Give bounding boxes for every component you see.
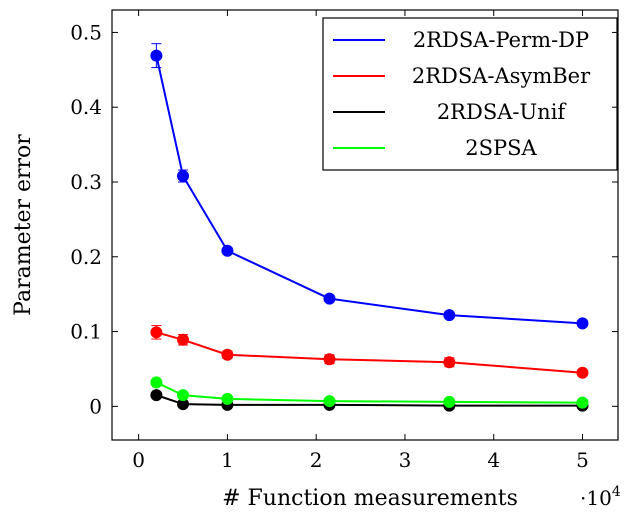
y-tick-label: 0.5	[70, 20, 102, 44]
plot-marks	[150, 43, 589, 412]
data-point	[323, 292, 336, 305]
data-point	[443, 309, 456, 322]
y-axis-label: Parameter error	[11, 134, 36, 316]
x-tick-label: 5	[576, 448, 589, 472]
data-point	[576, 317, 589, 330]
data-point	[150, 389, 163, 402]
legend-entry-label: 2RDSA-Perm-DP	[413, 28, 589, 52]
legend-entry-label: 2SPSA	[465, 136, 537, 160]
data-point	[576, 366, 589, 379]
data-point	[443, 395, 456, 408]
legend-entry-label: 2RDSA-Unif	[437, 100, 568, 124]
x-tick-label: 1	[221, 448, 234, 472]
x-multiplier-label: ·104	[580, 484, 621, 510]
x-tick-label: 0	[132, 448, 145, 472]
y-tick-label: 0.3	[70, 170, 102, 194]
plot-frame	[111, 9, 619, 441]
legend-box	[322, 17, 618, 171]
data-point	[177, 389, 190, 402]
data-point	[323, 353, 336, 366]
data-point	[150, 49, 163, 62]
x-multiplier-exponent: 4	[612, 484, 621, 500]
y-tick-label: 0.1	[70, 320, 102, 344]
x-tick-label: 2	[310, 448, 323, 472]
data-point	[323, 395, 336, 408]
series-line	[156, 331, 583, 374]
data-point	[221, 392, 234, 405]
data-point	[221, 244, 234, 257]
data-point	[576, 396, 589, 409]
x-axis-label: # Function measurements	[222, 486, 518, 511]
x-tick-label: 3	[399, 448, 412, 472]
legend: 2RDSA-Perm-DP 2RDSA-AsymBer 2RDSA-Unif 2SPS…	[322, 17, 618, 171]
x-tick-label: 4	[487, 448, 500, 472]
axes: 0 1 2 3 4 5 0 0.1 0.2 0.3 0.4 0.5 # Function measure…	[11, 9, 621, 511]
y-tick-label: 0.4	[70, 95, 102, 119]
series-line	[155, 381, 583, 404]
y-tick-label: 0	[89, 394, 102, 418]
series-line	[155, 55, 583, 325]
legend-entry-label: 2RDSA-AsymBer	[412, 64, 591, 88]
data-point	[443, 356, 456, 369]
data-point	[177, 333, 190, 346]
y-tick-label: 0.2	[70, 245, 102, 269]
data-point	[221, 348, 234, 361]
data-point	[177, 170, 190, 183]
data-point	[150, 376, 163, 389]
data-point	[150, 326, 163, 339]
